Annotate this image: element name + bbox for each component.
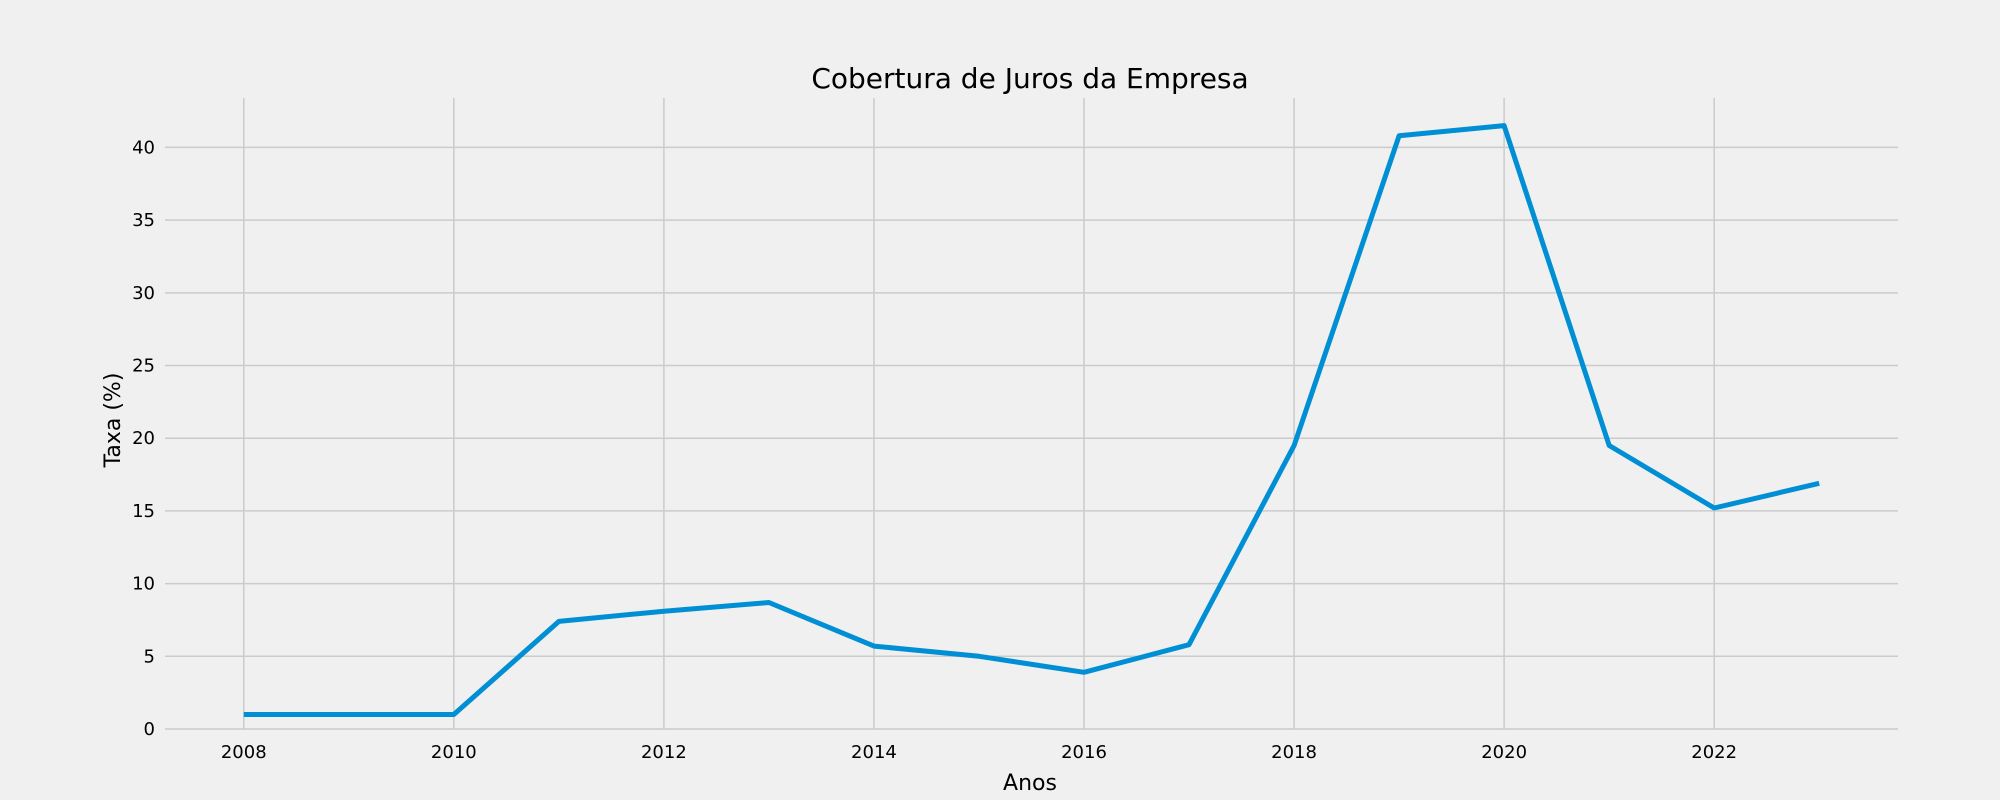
data-point	[241, 712, 246, 717]
chart-title: Cobertura de Juros da Empresa	[811, 62, 1248, 95]
data-point	[871, 644, 876, 649]
data-point	[556, 619, 561, 624]
series-layer	[241, 123, 1822, 717]
y-tick-label: 35	[132, 210, 155, 231]
x-tick-label: 2022	[1691, 742, 1737, 763]
x-tick-label: 2008	[221, 742, 267, 763]
data-point	[1817, 481, 1822, 486]
y-tick-label: 5	[144, 646, 155, 667]
data-point	[766, 600, 771, 605]
data-point	[1292, 443, 1297, 448]
tick-layer: 0 5 10 15 20 25 30 35 40 2008 2010 2012 2014 2016 2018…	[132, 137, 1737, 763]
y-tick-label: 25	[132, 356, 155, 377]
data-point	[1712, 506, 1717, 511]
y-tick-label: 20	[132, 428, 155, 449]
y-tick-label: 10	[132, 574, 155, 595]
data-point	[1607, 443, 1612, 448]
y-tick-label: 15	[132, 501, 155, 522]
series-line	[243, 123, 1820, 717]
grid-layer	[165, 98, 1898, 730]
y-axis-label: Taxa (%)	[101, 373, 126, 469]
x-tick-label: 2020	[1481, 742, 1527, 763]
data-point	[1187, 642, 1192, 647]
data-point	[1502, 123, 1507, 128]
x-tick-label: 2018	[1271, 742, 1317, 763]
data-point	[346, 712, 351, 717]
x-tick-label: 2014	[851, 742, 897, 763]
y-tick-label: 0	[144, 719, 155, 740]
y-tick-label: 40	[132, 137, 155, 158]
data-point	[976, 654, 981, 659]
data-point	[1397, 133, 1402, 138]
data-point	[451, 712, 456, 717]
x-tick-label: 2010	[431, 742, 477, 763]
data-point	[1082, 670, 1087, 675]
y-tick-label: 30	[132, 283, 155, 304]
x-tick-label: 2012	[641, 742, 687, 763]
data-point	[661, 609, 666, 614]
x-tick-label: 2016	[1061, 742, 1107, 763]
x-axis-label: Anos	[1003, 771, 1057, 796]
